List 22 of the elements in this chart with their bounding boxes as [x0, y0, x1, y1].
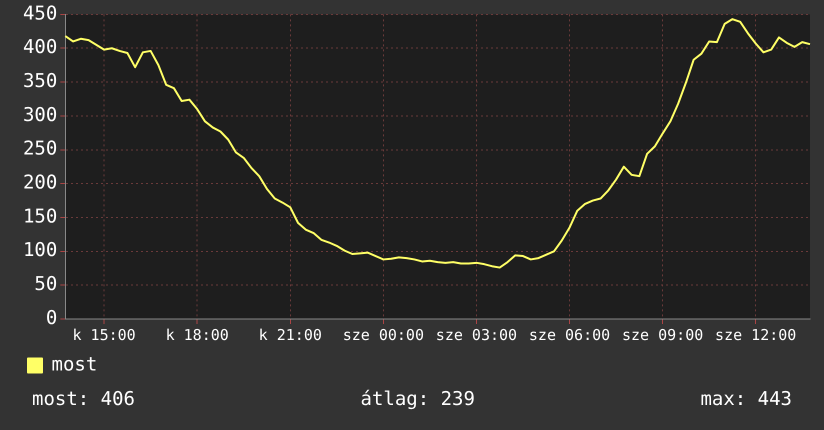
y-tick-label: 0 — [46, 306, 58, 329]
x-tick-label: k 21:00 — [258, 326, 322, 344]
legend-label: most — [52, 353, 98, 376]
x-tick-label: sze 00:00 — [342, 326, 424, 344]
y-tick-label: 150 — [22, 205, 58, 228]
y-tick-label: 200 — [22, 172, 58, 194]
y-tick-label: 450 — [22, 2, 58, 24]
x-tick-label: k 18:00 — [166, 326, 229, 344]
x-tick-label: sze 03:00 — [436, 326, 518, 344]
text: max: 443 — [700, 388, 792, 410]
y-tick-label: 50 — [34, 273, 58, 296]
x-tick-label: sze 09:00 — [622, 326, 704, 344]
y-tick-label: 400 — [22, 36, 58, 58]
y-tick-label: 250 — [22, 138, 58, 160]
x-tick-label: k 15:00 — [72, 326, 136, 344]
y-tick-label: 100 — [22, 239, 58, 262]
text: most: 406 — [32, 388, 135, 410]
x-tick-label: sze 12:00 — [715, 326, 796, 344]
text: átlag: 239 — [360, 388, 475, 410]
y-tick-label: 350 — [22, 70, 58, 92]
x-tick-label: sze 06:00 — [528, 326, 610, 344]
y-tick-label: 300 — [22, 104, 58, 126]
